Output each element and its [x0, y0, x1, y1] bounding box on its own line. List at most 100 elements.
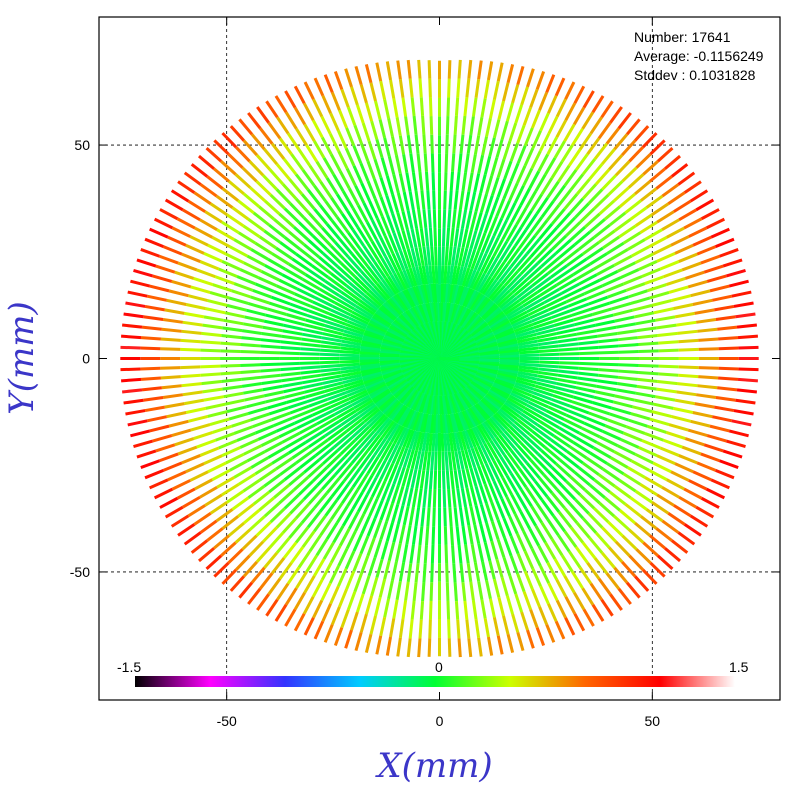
- spoke-segment: [284, 587, 298, 606]
- spoke-segment: [457, 286, 467, 306]
- spoke-segment: [506, 63, 515, 84]
- spoke-segment: [263, 551, 279, 569]
- spoke-segment: [474, 505, 483, 525]
- spoke-segment: [402, 408, 414, 428]
- spoke-segment: [524, 190, 538, 209]
- spoke-segment: [295, 252, 313, 267]
- spoke-segment: [476, 336, 497, 347]
- spoke-segment: [578, 371, 599, 377]
- spoke-segment: [359, 162, 370, 182]
- spoke-segment: [532, 391, 553, 401]
- spoke-segment: [605, 572, 620, 590]
- spoke-segment: [661, 218, 680, 231]
- spoke-segment: [557, 377, 578, 385]
- spoke-segment: [297, 550, 311, 569]
- spoke-segment: [480, 302, 497, 319]
- spoke-segment: [558, 426, 578, 440]
- spoke-segment: [370, 120, 379, 140]
- spoke-segment: [656, 387, 677, 394]
- spoke-segment: [485, 195, 494, 215]
- spoke-segment: [385, 374, 405, 386]
- spoke-segment: [655, 395, 676, 402]
- spoke-segment: [476, 369, 497, 379]
- spoke-segment: [258, 235, 277, 250]
- spoke-segment: [525, 462, 541, 480]
- spoke-segment: [505, 304, 524, 318]
- spoke-segment: [316, 470, 333, 487]
- spoke-segment: [613, 484, 632, 499]
- spoke-segment: [477, 581, 484, 601]
- spoke-segment: [596, 325, 617, 333]
- spoke-segment: [529, 216, 544, 234]
- spoke-segment: [399, 250, 409, 270]
- spoke-segment: [543, 445, 561, 461]
- spoke-segment: [279, 461, 298, 476]
- spoke-segment: [483, 395, 501, 411]
- spoke-segment: [457, 544, 463, 564]
- spoke-segment: [255, 546, 272, 563]
- spoke-segment: [275, 456, 294, 471]
- spoke-segment: [401, 211, 409, 231]
- spoke-segment: [363, 332, 384, 342]
- spoke-segment: [363, 267, 379, 285]
- spoke-segment: [368, 200, 379, 219]
- spoke-segment: [546, 230, 563, 247]
- spoke-segment: [530, 547, 542, 567]
- spoke-segment: [717, 376, 739, 381]
- spoke-segment: [554, 77, 566, 97]
- spoke-segment: [341, 508, 355, 527]
- spoke-segment: [627, 238, 646, 251]
- spoke-segment: [529, 308, 549, 320]
- spoke-segment: [474, 78, 481, 99]
- spoke-segment: [259, 572, 274, 590]
- spoke-segment: [330, 606, 341, 626]
- spoke-segment: [367, 140, 377, 160]
- spoke-segment: [516, 124, 526, 144]
- spoke-segment: [284, 111, 298, 130]
- spoke-segment: [483, 255, 495, 275]
- spoke-segment: [336, 406, 355, 420]
- spoke-segment: [557, 534, 571, 553]
- spoke-segment: [473, 562, 481, 582]
- spoke-segment: [342, 234, 358, 253]
- spoke-segment: [324, 279, 343, 294]
- spoke-segment: [268, 223, 286, 239]
- spoke-segment: [522, 106, 533, 126]
- spoke-segment: [568, 550, 582, 569]
- spoke-segment: [444, 246, 449, 266]
- spoke-segment: [519, 187, 532, 207]
- spoke-segment: [433, 227, 438, 247]
- spoke-segment: [558, 342, 579, 348]
- spoke-segment: [461, 582, 467, 602]
- spoke-segment: [337, 130, 348, 149]
- spoke-segment: [428, 470, 434, 490]
- spoke-segment: [410, 450, 419, 470]
- spoke-segment: [221, 334, 242, 340]
- spoke-segment: [670, 470, 690, 482]
- spoke-segment: [268, 478, 286, 494]
- spoke-segment: [445, 582, 450, 601]
- spoke-segment: [473, 466, 482, 486]
- spoke-segment: [395, 446, 406, 466]
- spoke-segment: [564, 617, 576, 636]
- spoke-segment: [589, 252, 608, 266]
- spoke-segment: [592, 307, 613, 316]
- spoke-segment: [427, 638, 432, 657]
- spoke-segment: [307, 462, 325, 478]
- spoke-segment: [275, 512, 292, 529]
- spoke-segment: [481, 561, 488, 581]
- spoke-segment: [396, 637, 402, 657]
- spoke-segment: [544, 157, 557, 176]
- spoke-segment: [328, 312, 349, 323]
- spoke-segment: [614, 160, 631, 177]
- spoke-segment: [630, 245, 650, 258]
- spoke-segment: [525, 265, 543, 281]
- spoke-segment: [526, 629, 535, 649]
- spoke-segment: [505, 223, 518, 243]
- spoke-segment: [568, 502, 585, 520]
- spoke-segment: [710, 478, 730, 490]
- spoke-segment: [404, 409, 416, 429]
- spoke-segment: [562, 248, 580, 263]
- spoke-segment: [604, 282, 625, 293]
- spoke-segment: [445, 470, 451, 490]
